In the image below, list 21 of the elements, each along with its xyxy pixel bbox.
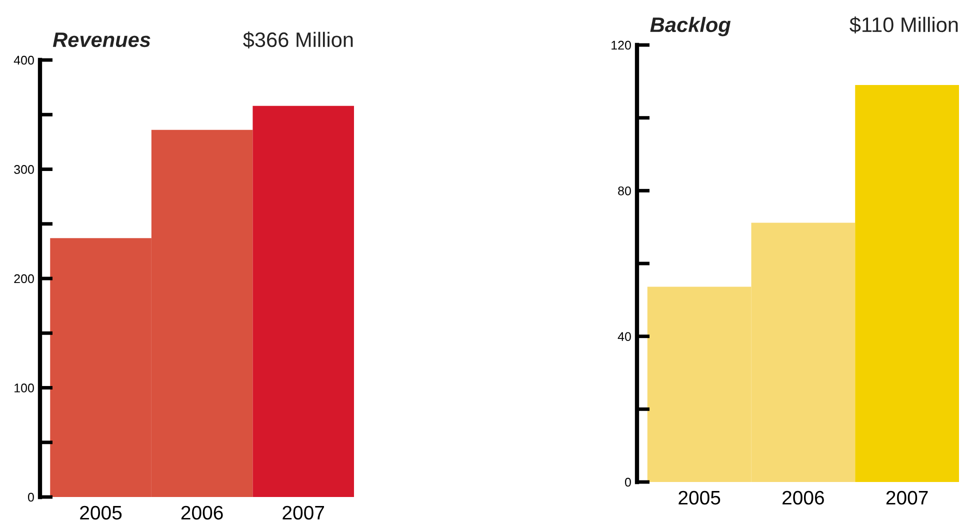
y-tick-label: 120 (612, 40, 631, 50)
x-tick-label: 2005 (678, 490, 720, 505)
chart-title: Revenues (52, 32, 150, 48)
chart-subtitle: $110 Million (850, 16, 958, 34)
y-tick-label: 80 (618, 186, 631, 196)
y-tick-label: 100 (14, 384, 34, 392)
x-tick-label: 2006 (181, 506, 223, 520)
y-tick-label: 400 (14, 56, 34, 65)
x-tick-label: 2005 (80, 506, 122, 520)
y-tick-label: 40 (618, 332, 631, 341)
x-tick-label: 2007 (282, 506, 324, 520)
bar (855, 85, 959, 482)
y-tick-label: 0 (28, 492, 34, 502)
x-tick-label: 2006 (782, 490, 824, 505)
y-tick-label: 200 (14, 274, 34, 284)
x-tick-label: 2007 (886, 490, 928, 505)
chart-subtitle: $366 Million (243, 32, 353, 48)
y-tick-label: 0 (624, 478, 631, 487)
y-tick-label: 300 (14, 165, 34, 174)
bar (252, 106, 354, 497)
chart-title: Backlog (650, 16, 731, 36)
